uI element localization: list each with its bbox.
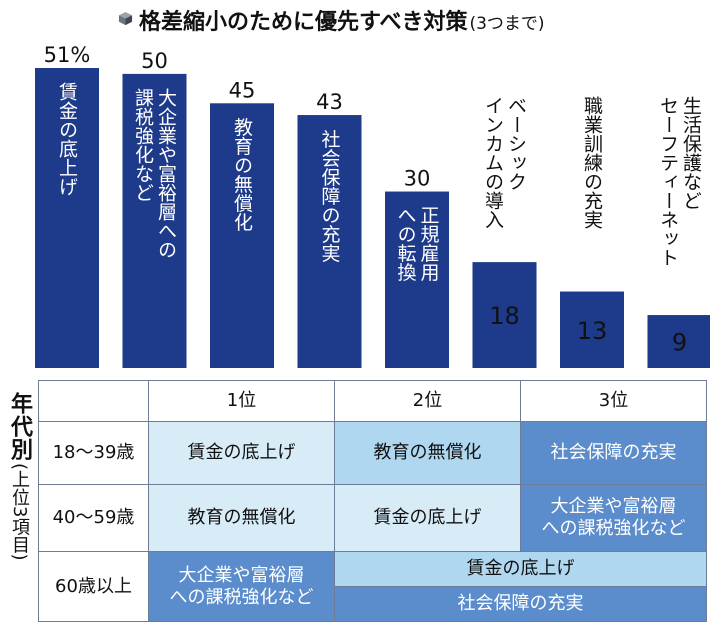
bar-1: [35, 68, 99, 368]
category-label-1-1: 賃金の底上げ: [56, 82, 78, 196]
category-label-2-2: 課税強化など: [132, 88, 154, 202]
cell-40-59-rank3: 大企業や富裕層 への課税強化など: [520, 484, 707, 552]
bar-4: [297, 115, 362, 368]
value-label-3: 45: [229, 78, 256, 102]
value-label-8: 9: [672, 329, 687, 357]
table-corner: [38, 380, 149, 422]
category-label-2-1: 大企業や富裕層への: [155, 88, 177, 259]
category-label-5-2: への転換: [395, 206, 417, 282]
cell-60-plus-rank1: 大企業や富裕層 への課税強化など: [148, 551, 335, 622]
table-side-label: 年代別 (上位3項目): [3, 392, 35, 622]
title-sub: (3つまで): [469, 14, 545, 34]
cell-18-39-rank3: 社会保障の充実: [520, 421, 707, 485]
cell-40-59-rank1: 教育の無償化: [148, 484, 335, 552]
cell-40-59-rank3-line2: への課税強化など: [541, 518, 686, 539]
value-label-5: 30: [404, 167, 431, 191]
chart-title: 格差縮小のために優先すべき対策 (3つまで): [118, 4, 545, 35]
cell-40-59-rank3-line1: 大企業や富裕層: [550, 496, 677, 517]
side-label-main: 年代別: [7, 392, 32, 461]
cell-18-39-rank1: 賃金の底上げ: [148, 421, 335, 485]
cube-icon: [118, 11, 133, 25]
value-label-7: 13: [577, 317, 608, 345]
category-label-8-2: セーフティーネット: [657, 96, 679, 267]
bar-5: [385, 191, 449, 368]
bar-7: [560, 291, 624, 368]
bar-6: [472, 262, 537, 368]
cell-18-39-rank2: 教育の無償化: [334, 421, 521, 485]
category-label-4-1: 社会保障の充実: [319, 129, 341, 262]
value-label-4: 43: [316, 90, 343, 114]
cell-60-plus-rank1-line2: への課税強化など: [169, 586, 314, 608]
category-label-8-1: 生活保護など: [680, 96, 702, 210]
bar-8: [647, 315, 710, 368]
side-label-sub: (上位3項目): [9, 463, 30, 561]
header-rank-3: 3位: [520, 380, 707, 422]
category-label-6-2: インカムの導入: [482, 96, 504, 229]
title-main: 格差縮小のために優先すべき対策: [139, 10, 468, 35]
cell-60-plus-rank2: 賃金の底上げ: [334, 551, 707, 587]
cell-60-plus-rank3: 社会保障の充実: [334, 586, 707, 622]
category-label-7-1: 職業訓練の充実: [581, 96, 603, 229]
bar-2: [122, 73, 187, 368]
value-label-1: 51%: [44, 43, 91, 67]
cell-40-59-rank2: 賃金の底上げ: [334, 484, 521, 552]
category-label-6-1: ベーシック: [505, 96, 527, 191]
value-label-6: 18: [489, 302, 520, 330]
category-label-3-1: 教育の無償化: [231, 117, 253, 231]
category-label-5-1: 正規雇用: [418, 206, 440, 282]
cell-60-plus-rank1-line1: 大企業や富裕層: [178, 564, 305, 586]
header-rank-1: 1位: [148, 380, 335, 422]
row-age-40-59: 40〜59歳: [38, 484, 149, 552]
row-age-18-39: 18〜39歳: [38, 421, 149, 485]
value-label-2: 50: [141, 49, 168, 73]
header-rank-2: 2位: [334, 380, 521, 422]
bar-3: [210, 103, 274, 368]
row-age-60-plus: 60歳以上: [38, 551, 149, 622]
